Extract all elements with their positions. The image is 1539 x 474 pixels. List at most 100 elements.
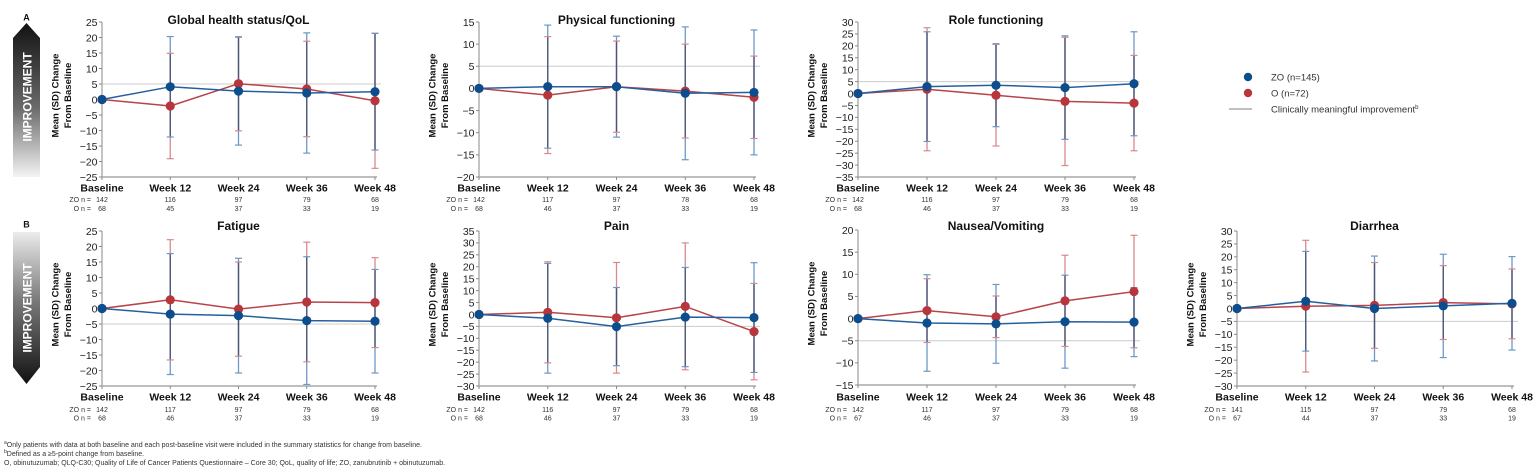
x-tick-label: Week 24: [218, 183, 260, 195]
y-tick-label: −15: [80, 141, 98, 153]
n-count-value: 142: [473, 407, 485, 414]
n-count-value: 68: [475, 206, 483, 213]
chart-pain: Pain Mean (SD) Change From Baseline 3530252…: [427, 219, 775, 423]
n-count-row-label: O n =: [830, 416, 847, 423]
x-tick-label: Week 12: [1285, 392, 1327, 404]
x-tick-label: Week 36: [664, 392, 706, 404]
n-count-value: 78: [681, 197, 689, 204]
y-axis-label: From Baseline: [63, 272, 74, 337]
y-tick-label: 10: [463, 285, 475, 297]
y-tick-label: 0: [469, 309, 475, 321]
y-tick-label: 15: [463, 17, 475, 29]
y-tick-label: −35: [836, 172, 854, 184]
n-count-row-label: O n =: [74, 206, 91, 213]
n-count-value: 68: [1130, 197, 1138, 204]
n-count-row-label: ZO n =: [1204, 407, 1226, 414]
data-point-zo: [680, 312, 690, 322]
x-tick-label: Week 12: [906, 183, 948, 195]
legend-label-reference-text: Clinically meaningful improvement: [1271, 105, 1416, 116]
n-count-value: 19: [1508, 416, 1516, 423]
data-point-zo: [1060, 317, 1070, 327]
data-point-zo: [922, 82, 932, 92]
n-count-value: 142: [96, 407, 108, 414]
n-count-value: 33: [681, 416, 689, 423]
n-count-value: 33: [1061, 206, 1069, 213]
y-tick-label: 30: [463, 238, 475, 250]
data-point-o: [302, 297, 312, 307]
n-count-value: 97: [992, 197, 1000, 204]
data-point-zo: [97, 303, 107, 314]
y-tick-label: 5: [1227, 290, 1233, 302]
n-count-row-label: ZO n =: [446, 197, 468, 204]
chart-title: Global health status/QoL: [167, 13, 309, 27]
y-tick-label: 10: [842, 269, 854, 281]
data-point-o: [370, 96, 380, 106]
y-tick-label: −20: [457, 172, 475, 184]
n-count-value: 79: [681, 407, 689, 414]
n-count-value: 68: [371, 407, 379, 414]
x-tick-label: Baseline: [457, 392, 500, 404]
n-count-value: 97: [613, 407, 621, 414]
data-point-o: [1060, 296, 1070, 306]
panel-b-indicator: B IMPROVEMENT: [13, 220, 40, 384]
n-count-value: 37: [613, 206, 621, 213]
data-point-zo: [1438, 301, 1448, 311]
y-axis-label: From Baseline: [63, 63, 74, 128]
n-count-row-label: O n =: [451, 416, 468, 423]
y-tick-label: 10: [842, 64, 854, 76]
n-count-value: 19: [1130, 416, 1138, 423]
y-tick-label: 0: [92, 94, 98, 106]
data-point-zo: [1507, 298, 1517, 308]
y-tick-label: −25: [457, 369, 475, 381]
y-tick-label: −20: [836, 136, 854, 148]
x-tick-label: Week 36: [286, 183, 328, 195]
legend: ZO (n=145) O (n=72) Clinically meaningfu…: [1229, 73, 1419, 116]
y-tick-label: 25: [463, 250, 475, 262]
n-count-value: 37: [613, 416, 621, 423]
y-tick-label: 15: [463, 273, 475, 285]
n-count-value: 33: [303, 206, 311, 213]
data-point-o: [543, 90, 553, 100]
n-count-value: 33: [1439, 416, 1447, 423]
n-count-value: 67: [1233, 416, 1241, 423]
legend-dot-zo-icon: [1243, 72, 1253, 82]
n-count-value: 79: [1061, 197, 1069, 204]
y-tick-label: 25: [86, 226, 98, 238]
y-tick-label: 5: [469, 297, 475, 309]
y-axis-label: From Baseline: [819, 271, 830, 336]
y-tick-label: 5: [848, 291, 854, 303]
x-tick-label: Week 36: [1044, 183, 1086, 195]
n-count-row-label: ZO n =: [69, 197, 91, 204]
data-point-zo: [302, 315, 312, 326]
n-count-value: 79: [1061, 407, 1069, 414]
chart-role-functioning: Role functioning Mean (SD) Change From Bas…: [806, 13, 1155, 213]
y-tick-label: 0: [92, 303, 98, 315]
n-count-value: 97: [235, 197, 243, 204]
x-tick-label: Week 48: [733, 392, 775, 404]
y-tick-label: −25: [836, 148, 854, 160]
n-count-value: 46: [923, 206, 931, 213]
y-tick-label: 10: [86, 272, 98, 284]
data-point-zo: [1129, 79, 1139, 89]
data-point-o: [233, 79, 244, 89]
data-point-zo: [165, 309, 175, 319]
x-tick-label: Week 12: [149, 183, 191, 195]
chart-title: Role functioning: [949, 13, 1044, 27]
legend-label-o: O (n=72): [1271, 89, 1309, 100]
panel-a-indicator: A IMPROVEMENT: [13, 13, 40, 177]
y-tick-label: 5: [848, 76, 854, 88]
data-point-zo: [749, 312, 759, 323]
n-count-value: 142: [96, 197, 108, 204]
data-point-o: [749, 327, 759, 337]
footnote-text: Defined as a ≥5-point change from baseli…: [6, 451, 145, 458]
y-tick-label: 20: [86, 241, 98, 253]
x-tick-label: Week 48: [733, 183, 775, 195]
n-count-row-label: ZO n =: [825, 407, 847, 414]
y-tick-label: −20: [1215, 355, 1233, 367]
x-tick-label: Week 48: [1491, 392, 1533, 404]
x-tick-label: Baseline: [836, 183, 879, 195]
n-count-value: 45: [166, 206, 174, 213]
n-count-value: 68: [1508, 407, 1516, 414]
improvement-arrow-up-icon: [13, 23, 40, 177]
n-count-value: 19: [371, 206, 379, 213]
